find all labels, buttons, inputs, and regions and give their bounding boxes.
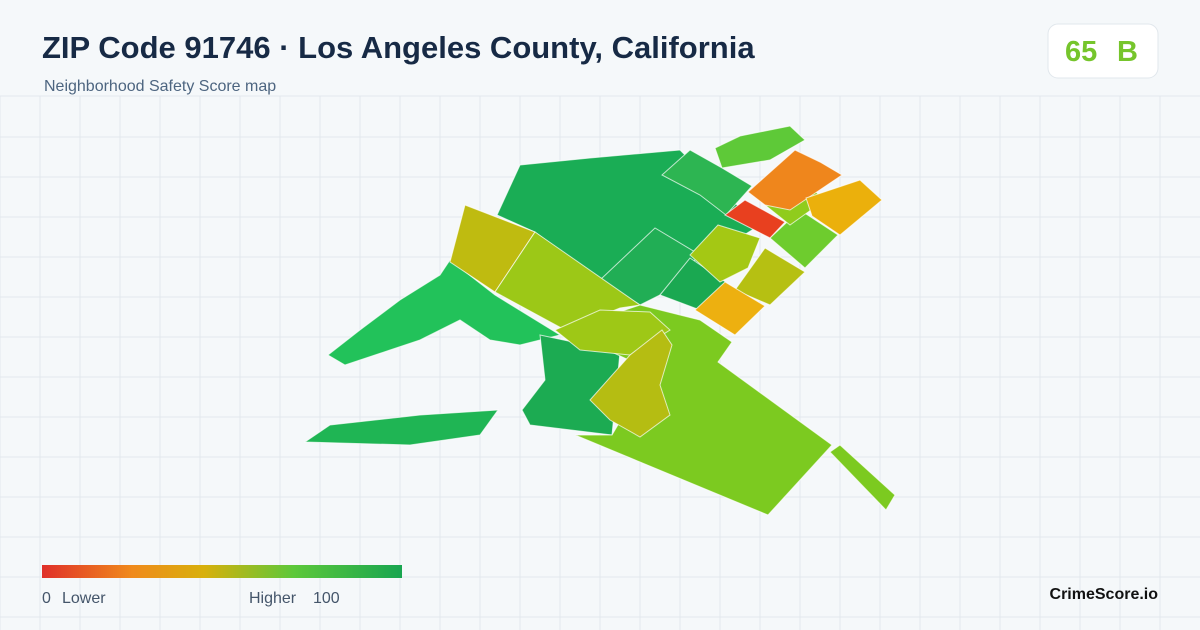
legend-max-label: Higher (249, 590, 297, 607)
legend-scale (42, 565, 402, 578)
area (327, 259, 562, 366)
brand: CrimeScore.io (1050, 586, 1159, 603)
area (689, 224, 761, 283)
score-value: 65 (1065, 36, 1097, 68)
area (734, 247, 806, 306)
grid (0, 95, 1200, 630)
legend-max: 100 (313, 590, 340, 607)
score-badge (1047, 23, 1159, 79)
area (724, 199, 786, 239)
zip-map (303, 125, 896, 516)
subtitle: Neighborhood Safety Score map (44, 78, 276, 95)
area (303, 409, 500, 446)
area (829, 444, 896, 511)
area (661, 149, 753, 216)
area (747, 149, 843, 211)
area (589, 329, 673, 438)
legend-min: 0 (42, 590, 51, 607)
legend-min-label: Lower (62, 590, 106, 607)
title: ZIP Code 91746 · Los Angeles County, Cal… (42, 30, 755, 65)
area (554, 309, 671, 356)
area (694, 281, 766, 336)
score-grade: B (1117, 36, 1138, 68)
area (805, 179, 883, 236)
